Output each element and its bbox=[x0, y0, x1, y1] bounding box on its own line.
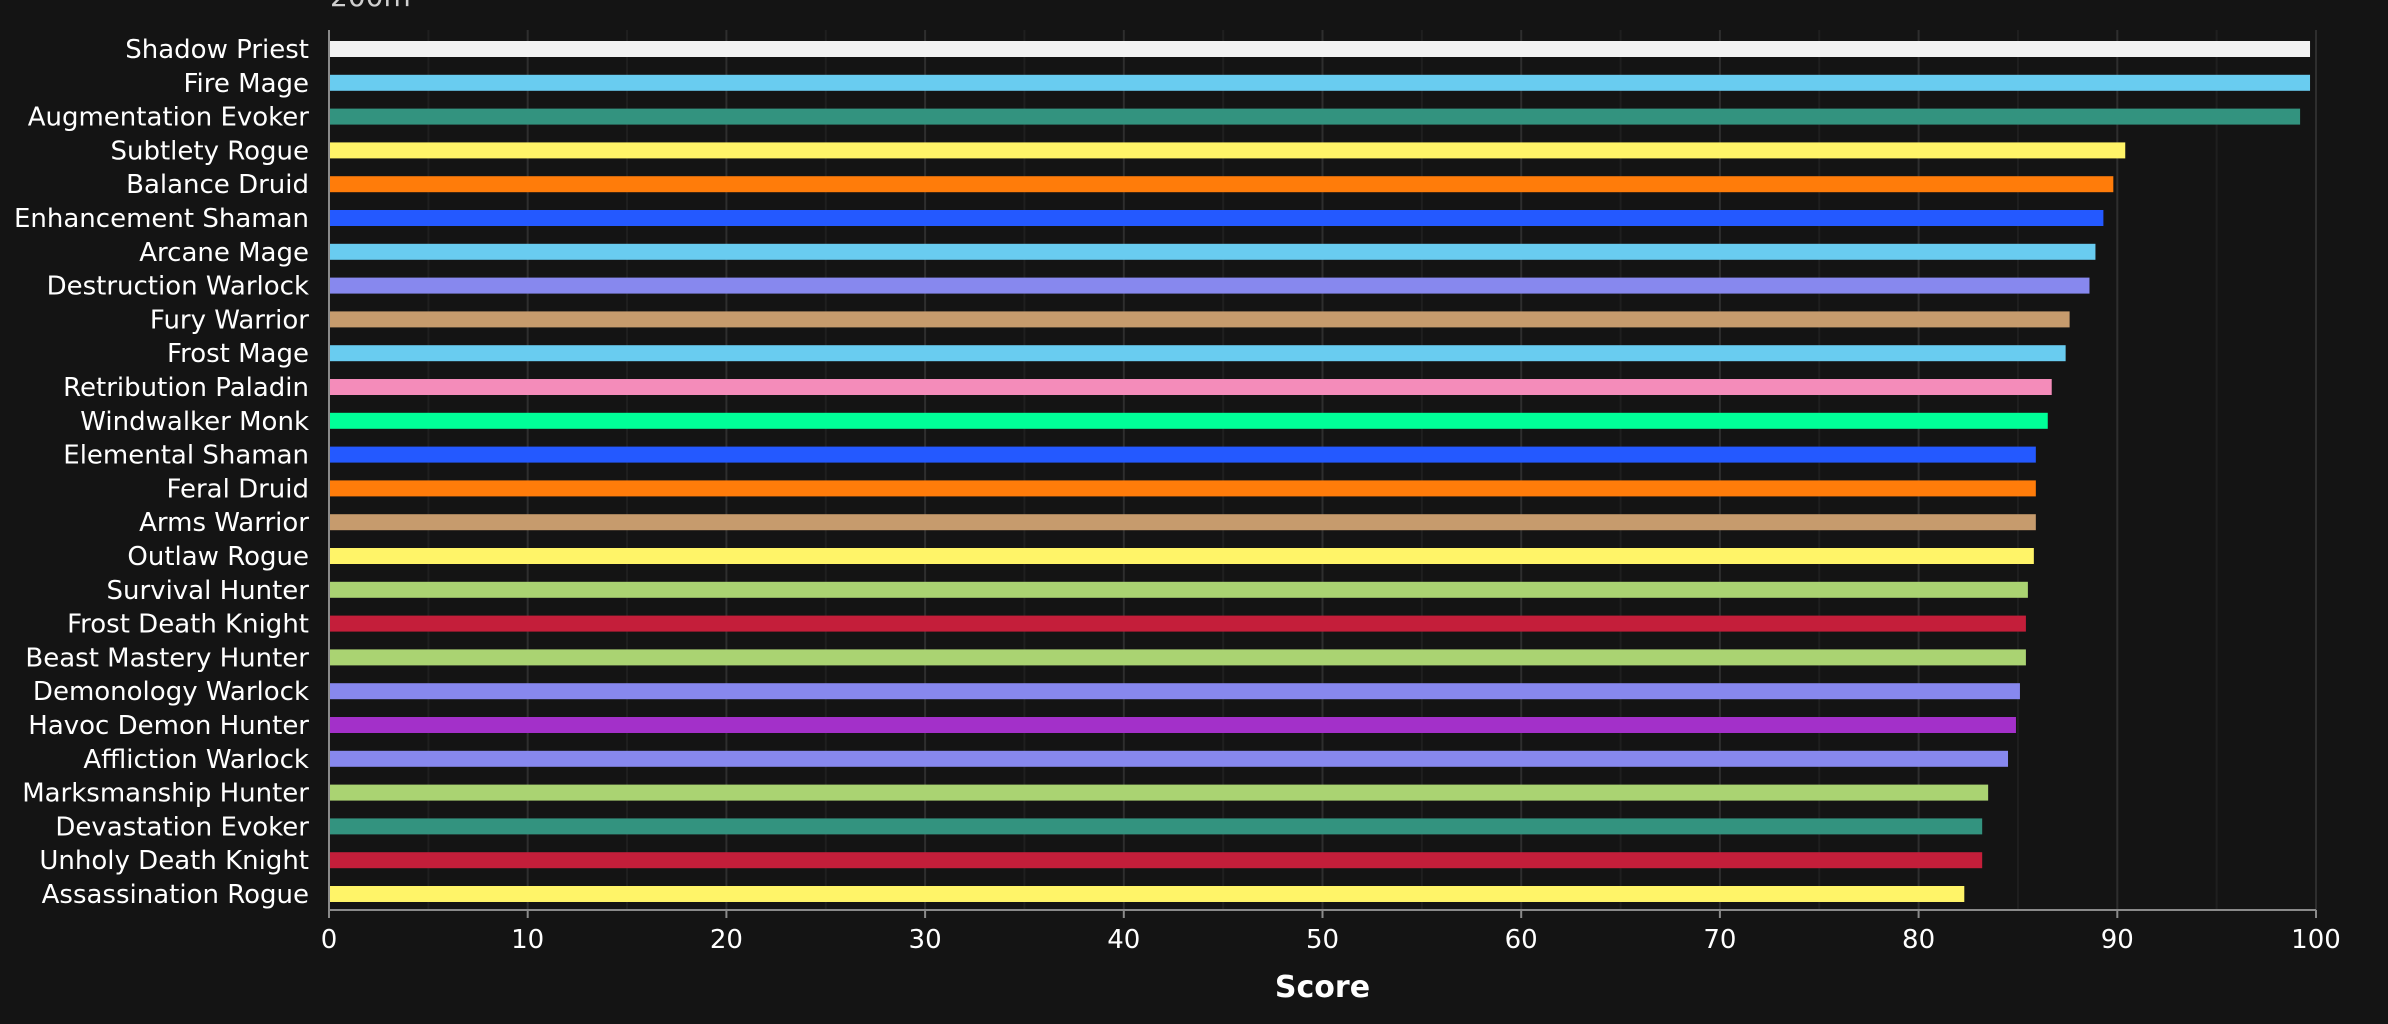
x-tick-label: 50 bbox=[1306, 925, 1339, 955]
bar bbox=[329, 311, 2070, 328]
bar bbox=[329, 852, 1983, 869]
bar bbox=[329, 818, 1983, 835]
category-label: Assassination Rogue bbox=[42, 880, 309, 910]
bar bbox=[329, 784, 1989, 801]
grid-lines bbox=[427, 30, 2317, 910]
x-tick-label: 70 bbox=[1703, 925, 1736, 955]
bar bbox=[329, 176, 2114, 193]
category-label: Balance Druid bbox=[126, 170, 309, 200]
category-label: Destruction Warlock bbox=[47, 272, 309, 302]
category-label: Arms Warrior bbox=[139, 508, 309, 538]
category-label: Fire Mage bbox=[183, 69, 309, 99]
bar bbox=[329, 649, 2026, 666]
category-label: Fury Warrior bbox=[150, 305, 309, 335]
category-label: Havoc Demon Hunter bbox=[28, 711, 309, 741]
bar bbox=[329, 480, 2036, 497]
bar bbox=[329, 750, 2009, 767]
category-labels: Shadow Priest Fire Mage Augmentation Evoke… bbox=[14, 35, 309, 910]
category-label: Windwalker Monk bbox=[80, 407, 309, 437]
category-label: Subtlety Rogue bbox=[110, 136, 309, 166]
category-label: Feral Druid bbox=[166, 474, 309, 504]
bar bbox=[329, 379, 2052, 395]
bar bbox=[329, 108, 2301, 125]
bar bbox=[329, 142, 2126, 159]
category-label: Demonology Warlock bbox=[33, 677, 309, 707]
x-tick-label: 100 bbox=[2291, 925, 2341, 955]
bar bbox=[329, 548, 2034, 564]
x-tick-label: 40 bbox=[1107, 925, 1140, 955]
bar bbox=[329, 41, 2311, 57]
category-label: Beast Mastery Hunter bbox=[25, 643, 309, 673]
x-axis-title: Score bbox=[1275, 970, 1370, 1005]
category-label: Elemental Shaman bbox=[63, 441, 309, 471]
category-label: Marksmanship Hunter bbox=[22, 779, 309, 809]
top-partial-label: 200m bbox=[330, 0, 411, 13]
bar bbox=[329, 581, 2028, 598]
bar bbox=[329, 243, 2096, 260]
bar bbox=[329, 514, 2036, 531]
bars bbox=[329, 41, 2311, 902]
axes bbox=[328, 30, 2317, 918]
category-label: Unholy Death Knight bbox=[39, 846, 309, 876]
x-tick-labels: 0 10 20 30 40 50 60 70 80 90 100 bbox=[321, 925, 2341, 955]
x-tick-label: 0 bbox=[321, 925, 338, 955]
bar bbox=[329, 683, 2020, 700]
category-label: Devastation Evoker bbox=[55, 812, 309, 842]
category-label: Outlaw Rogue bbox=[127, 542, 309, 572]
x-tick-label: 90 bbox=[2101, 925, 2134, 955]
x-tick-label: 30 bbox=[909, 925, 942, 955]
bar bbox=[329, 886, 1965, 902]
category-label: Affliction Warlock bbox=[83, 745, 309, 775]
x-tick-label: 10 bbox=[511, 925, 544, 955]
bar bbox=[329, 277, 2090, 294]
category-label: Shadow Priest bbox=[125, 35, 309, 65]
category-label: Retribution Paladin bbox=[63, 373, 309, 403]
bar bbox=[329, 446, 2036, 463]
bar bbox=[329, 615, 2026, 632]
category-label: Frost Mage bbox=[167, 339, 309, 369]
bar bbox=[329, 210, 2104, 226]
category-label: Frost Death Knight bbox=[67, 610, 309, 640]
bar bbox=[329, 74, 2311, 91]
category-label: Survival Hunter bbox=[107, 576, 310, 606]
bar bbox=[329, 717, 2016, 733]
category-label: Arcane Mage bbox=[139, 238, 309, 268]
bar bbox=[329, 412, 2048, 429]
bar bbox=[329, 345, 2066, 362]
x-tick-label: 60 bbox=[1505, 925, 1538, 955]
category-label: Augmentation Evoker bbox=[28, 103, 310, 133]
category-label: Enhancement Shaman bbox=[14, 204, 309, 234]
x-tick-label: 80 bbox=[1902, 925, 1935, 955]
x-tick-label: 20 bbox=[710, 925, 743, 955]
